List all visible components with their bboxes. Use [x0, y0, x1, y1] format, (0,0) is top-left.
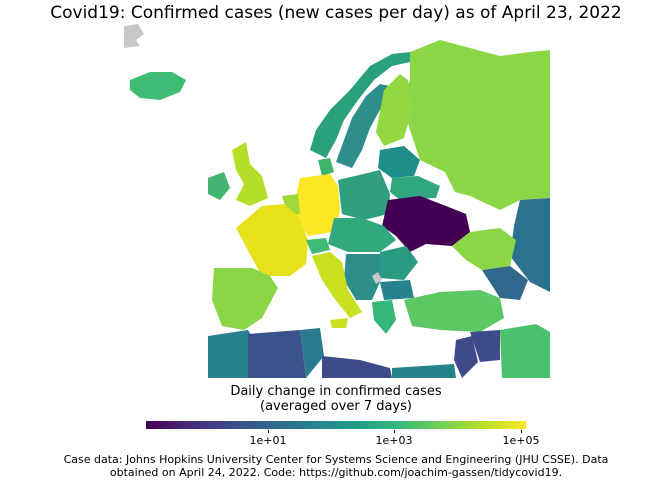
region-switzerland	[306, 238, 330, 254]
region-norway	[310, 52, 410, 158]
region-kazakh	[510, 198, 550, 292]
region-egypt	[392, 364, 456, 378]
region-france	[236, 204, 308, 276]
region-ukraine	[382, 196, 470, 252]
legend-title: Daily change in confirmed cases (average…	[146, 384, 526, 414]
caption-line1: Case data: Johns Hopkins University Cent…	[63, 453, 609, 466]
region-belarus	[390, 176, 440, 200]
region-finland	[376, 74, 412, 146]
legend-title-line1: Daily change in confirmed cases	[230, 384, 442, 399]
region-iceland	[130, 72, 186, 100]
region-tunisia	[300, 328, 324, 378]
region-israel	[454, 336, 478, 378]
region-romania	[380, 246, 418, 280]
region-caucasus	[482, 266, 528, 300]
region-svalbard	[124, 24, 144, 48]
legend-tick-label: 1e+01	[249, 434, 287, 447]
region-denmark	[318, 158, 334, 176]
legend-tick-label: 1e+05	[502, 434, 540, 447]
region-russia	[402, 40, 550, 210]
legend-tick-label: 1e+03	[375, 434, 413, 447]
region-baltics	[378, 146, 420, 178]
region-syria	[470, 330, 500, 362]
region-libya	[322, 356, 392, 378]
region-ireland	[208, 172, 230, 200]
region-germany	[296, 174, 340, 236]
region-iraq	[500, 324, 550, 378]
region-sweden	[336, 84, 390, 168]
region-morocco	[208, 330, 258, 378]
region-spain	[212, 268, 278, 330]
legend-tick	[521, 430, 522, 433]
caption: Case data: Johns Hopkins University Cent…	[20, 453, 652, 479]
caption-line2: obtained on April 24, 2022. Code: https:…	[109, 466, 563, 479]
region-uk	[232, 142, 268, 206]
region-italy	[312, 252, 362, 318]
region-nodata	[372, 272, 382, 284]
legend-tick	[268, 430, 269, 433]
legend-title-line2: (averaged over 7 days)	[260, 399, 412, 414]
region-turkey	[404, 290, 504, 332]
legend-tick	[394, 430, 395, 433]
region-algeria	[248, 330, 306, 378]
region-balkans	[344, 254, 380, 300]
region-sicily	[330, 318, 348, 328]
region-russia-south	[452, 228, 516, 270]
region-central	[328, 218, 396, 252]
region-bulgaria	[380, 280, 414, 300]
legend-colorbar	[146, 421, 526, 429]
region-greece	[372, 300, 396, 334]
choropleth-map	[122, 22, 550, 378]
region-poland	[338, 170, 390, 220]
map-title: Covid19: Confirmed cases (new cases per …	[50, 3, 622, 23]
